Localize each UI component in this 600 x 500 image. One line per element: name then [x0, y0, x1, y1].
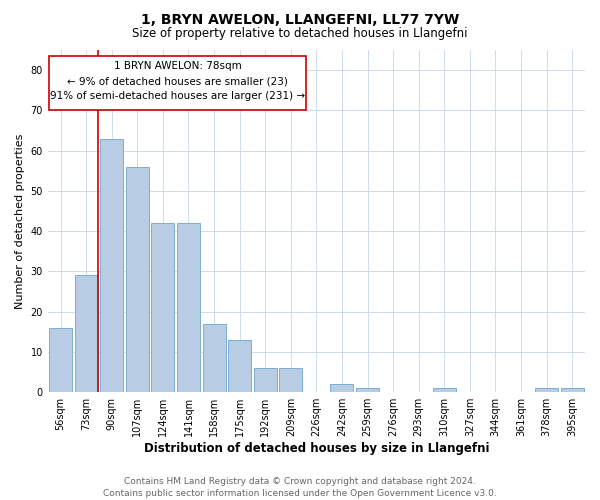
Bar: [560, 388, 584, 392]
Text: Contains HM Land Registry data © Crown copyright and database right 2024.
Contai: Contains HM Land Registry data © Crown c…: [103, 476, 497, 498]
Text: 1, BRYN AWELON, LLANGEFNI, LL77 7YW: 1, BRYN AWELON, LLANGEFNI, LL77 7YW: [141, 12, 459, 26]
FancyBboxPatch shape: [49, 56, 306, 110]
Bar: [535, 388, 558, 392]
Text: ← 9% of detached houses are smaller (23): ← 9% of detached houses are smaller (23): [67, 76, 288, 86]
Bar: [228, 340, 251, 392]
Bar: [356, 388, 379, 392]
Text: 91% of semi-detached houses are larger (231) →: 91% of semi-detached houses are larger (…: [50, 91, 305, 101]
Bar: [49, 328, 72, 392]
Bar: [177, 223, 200, 392]
Text: 1 BRYN AWELON: 78sqm: 1 BRYN AWELON: 78sqm: [114, 62, 241, 72]
Bar: [433, 388, 456, 392]
Bar: [331, 384, 353, 392]
X-axis label: Distribution of detached houses by size in Llangefni: Distribution of detached houses by size …: [143, 442, 489, 455]
Bar: [151, 223, 175, 392]
Bar: [126, 167, 149, 392]
Y-axis label: Number of detached properties: Number of detached properties: [15, 134, 25, 309]
Bar: [74, 276, 98, 392]
Bar: [203, 324, 226, 392]
Bar: [254, 368, 277, 392]
Bar: [280, 368, 302, 392]
Bar: [100, 138, 123, 392]
Text: Size of property relative to detached houses in Llangefni: Size of property relative to detached ho…: [132, 28, 468, 40]
